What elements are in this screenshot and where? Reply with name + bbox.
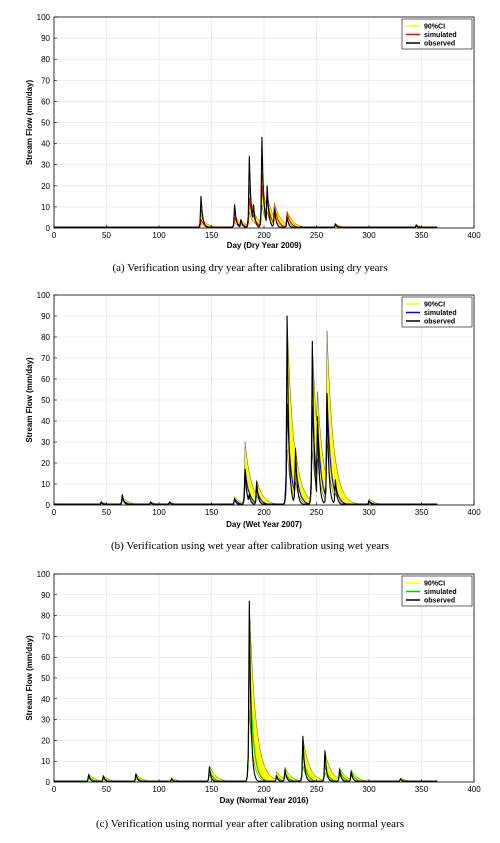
x-axis-label: Day (Dry Year 2009) bbox=[227, 241, 302, 250]
y-tick-label: 40 bbox=[41, 695, 50, 704]
legend-label: 90%CI bbox=[424, 302, 445, 309]
y-tick-label: 40 bbox=[41, 417, 50, 426]
y-tick-label: 0 bbox=[46, 778, 51, 787]
x-tick-label: 250 bbox=[310, 231, 324, 240]
x-tick-label: 150 bbox=[205, 508, 219, 517]
y-tick-label: 60 bbox=[41, 653, 50, 662]
y-tick-label: 10 bbox=[41, 203, 50, 212]
y-axis-label: Stream Flow (mm/day) bbox=[25, 357, 34, 443]
x-tick-label: 250 bbox=[310, 508, 324, 517]
y-tick-label: 30 bbox=[41, 716, 50, 725]
observed-line bbox=[54, 136, 438, 228]
x-tick-label: 0 bbox=[52, 231, 57, 240]
x-tick-label: 50 bbox=[102, 785, 111, 794]
y-axis-label: Stream Flow (mm/day) bbox=[25, 79, 34, 165]
y-tick-label: 80 bbox=[41, 55, 50, 64]
x-tick-label: 250 bbox=[310, 785, 324, 794]
panel-caption: (b) Verification using wet year after ca… bbox=[111, 540, 389, 552]
x-tick-label: 150 bbox=[205, 785, 219, 794]
x-tick-label: 200 bbox=[257, 231, 271, 240]
y-axis: 0 10 20 30 40 50 60 70 80 90 100 bbox=[37, 570, 57, 787]
x-tick-label: 350 bbox=[415, 231, 429, 240]
x-tick-label: 400 bbox=[467, 231, 481, 240]
x-tick-label: 50 bbox=[102, 231, 111, 240]
y-tick-label: 90 bbox=[41, 34, 50, 43]
chart-panel-3: 0 50 100 150 200 250 300 350 400 0 10 20 30 40 50 60 70 8… bbox=[25, 570, 481, 830]
x-tick-label: 400 bbox=[467, 508, 481, 517]
x-tick-label: 300 bbox=[362, 785, 376, 794]
y-tick-label: 20 bbox=[41, 736, 50, 745]
panel-caption: (a) Verification using dry year after ca… bbox=[113, 262, 388, 274]
x-tick-label: 200 bbox=[257, 508, 271, 517]
y-tick-label: 100 bbox=[37, 570, 51, 579]
y-tick-label: 40 bbox=[41, 140, 50, 149]
y-tick-label: 100 bbox=[37, 291, 51, 300]
grid-lines bbox=[53, 573, 475, 783]
observed-line bbox=[54, 315, 438, 505]
x-axis-label: Day (Normal Year 2016) bbox=[220, 796, 309, 805]
y-tick-label: 80 bbox=[41, 612, 50, 621]
y-tick-label: 90 bbox=[41, 591, 50, 600]
chart-panel-1: 0 50 100 150 200 250 300 350 400 0 10 20 30 40 50 60 70 8… bbox=[25, 13, 481, 274]
legend-label: observed bbox=[424, 319, 455, 326]
x-tick-label: 100 bbox=[152, 508, 166, 517]
y-tick-label: 90 bbox=[41, 312, 50, 321]
x-tick-label: 50 bbox=[102, 508, 111, 517]
y-tick-label: 30 bbox=[41, 438, 50, 447]
y-tick-label: 80 bbox=[41, 333, 50, 342]
y-tick-label: 50 bbox=[41, 674, 50, 683]
x-tick-label: 100 bbox=[152, 785, 166, 794]
x-tick-label: 300 bbox=[362, 508, 376, 517]
y-tick-label: 30 bbox=[41, 161, 50, 170]
panel-caption: (c) Verification using normal year after… bbox=[96, 818, 404, 830]
legend-label: 90%CI bbox=[424, 24, 445, 31]
y-tick-label: 20 bbox=[41, 459, 50, 468]
x-tick-label: 350 bbox=[415, 785, 429, 794]
x-axis: 0 50 100 150 200 250 300 350 400 bbox=[52, 225, 481, 240]
x-tick-label: 400 bbox=[467, 785, 481, 794]
chart-panel-2: 0 50 100 150 200 250 300 350 400 0 10 20 30 40 50 60 70 8… bbox=[25, 291, 481, 552]
y-tick-label: 10 bbox=[41, 480, 50, 489]
x-tick-label: 150 bbox=[205, 231, 219, 240]
y-axis: 0 10 20 30 40 50 60 70 80 90 100 bbox=[37, 13, 57, 233]
y-tick-label: 70 bbox=[41, 354, 50, 363]
x-axis-label: Day (Wet Year 2007) bbox=[226, 520, 302, 529]
x-axis: 0 50 100 150 200 250 300 350 400 bbox=[52, 779, 481, 794]
y-tick-label: 60 bbox=[41, 375, 50, 384]
legend-label: simulated bbox=[424, 32, 457, 39]
y-tick-label: 20 bbox=[41, 182, 50, 191]
legend-label: observed bbox=[424, 598, 455, 605]
legend-label: observed bbox=[424, 41, 455, 48]
y-tick-label: 0 bbox=[46, 224, 51, 233]
legend-label: simulated bbox=[424, 310, 457, 317]
y-tick-label: 70 bbox=[41, 632, 50, 641]
x-tick-label: 0 bbox=[52, 785, 57, 794]
legend-label: simulated bbox=[424, 589, 457, 596]
y-axis-label: Stream Flow (mm/day) bbox=[25, 635, 34, 721]
y-axis: 0 10 20 30 40 50 60 70 80 90 100 bbox=[37, 291, 57, 510]
x-tick-label: 300 bbox=[362, 231, 376, 240]
y-tick-label: 10 bbox=[41, 757, 50, 766]
legend-label: 90%CI bbox=[424, 581, 445, 588]
y-tick-label: 60 bbox=[41, 97, 50, 106]
y-tick-label: 50 bbox=[41, 119, 50, 128]
x-tick-label: 350 bbox=[415, 508, 429, 517]
x-tick-label: 100 bbox=[152, 231, 166, 240]
y-tick-label: 100 bbox=[37, 13, 51, 22]
x-axis: 0 50 100 150 200 250 300 350 400 bbox=[52, 502, 481, 517]
y-tick-label: 70 bbox=[41, 76, 50, 85]
observed-line bbox=[54, 600, 438, 782]
x-tick-label: 200 bbox=[257, 785, 271, 794]
x-tick-label: 0 bbox=[52, 508, 57, 517]
y-tick-label: 0 bbox=[46, 501, 51, 510]
y-tick-label: 50 bbox=[41, 396, 50, 405]
